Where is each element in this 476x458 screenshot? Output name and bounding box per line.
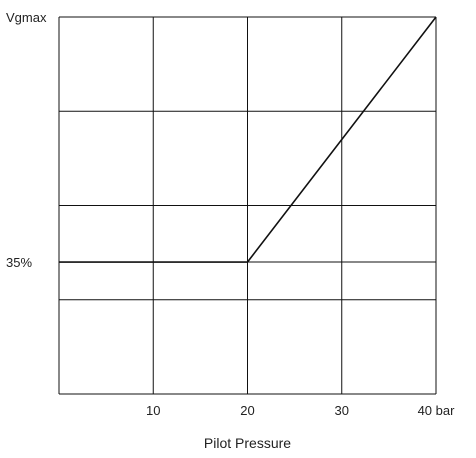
series-line-0 (59, 16, 437, 263)
grid (58, 16, 437, 395)
x-tick-label-2: 30 (335, 403, 349, 418)
series-layer (59, 16, 437, 263)
y-tick-label-0: 35% (6, 255, 32, 270)
y-tick-label-1: Vgmax (6, 10, 47, 25)
x-tick-label-0: 10 (146, 403, 160, 418)
x-tick-label-1: 20 (240, 403, 254, 418)
x-axis-title: Pilot Pressure (204, 435, 291, 451)
tick-labels: 10 20 30 40 bar 35% Vgmax (6, 10, 455, 418)
x-tick-label-3: 40 bar (418, 403, 456, 418)
